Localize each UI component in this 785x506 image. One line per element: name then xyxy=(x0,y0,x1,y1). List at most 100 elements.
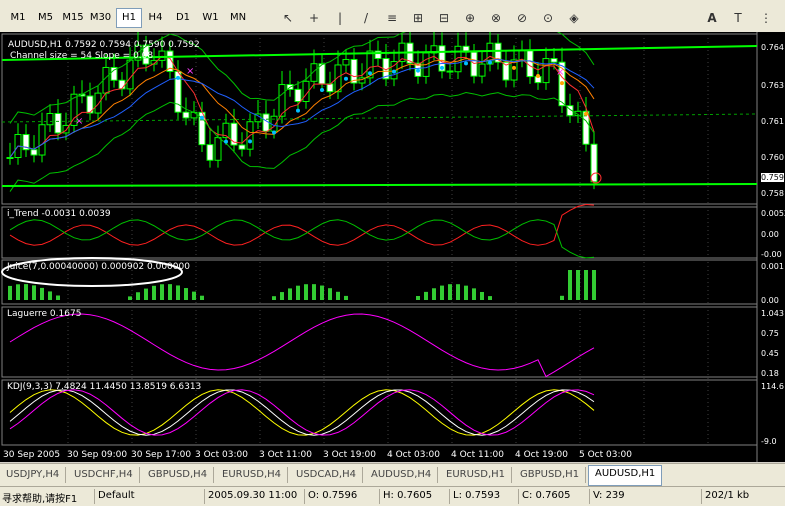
candle-body xyxy=(502,61,510,81)
chart-tab[interactable]: USDCAD,H4 xyxy=(290,467,363,483)
channel-line xyxy=(1,45,758,61)
chart-tab[interactable]: EURUSD,H1 xyxy=(440,467,513,483)
time-label: 30 Sep 09:00 xyxy=(67,450,128,460)
candle-body xyxy=(350,58,358,84)
juice-bar xyxy=(448,284,452,300)
candle-body xyxy=(190,111,198,119)
timeframe-button[interactable]: W1 xyxy=(202,12,219,23)
juice-bar xyxy=(128,296,132,300)
chart-tab[interactable]: USDCHF,H4 xyxy=(68,467,140,483)
candle-body xyxy=(478,63,486,77)
tool-button[interactable]: | xyxy=(337,11,343,25)
timeframe-button[interactable]: M5 xyxy=(38,12,53,23)
tool-button[interactable]: / xyxy=(363,11,369,25)
channel-line xyxy=(1,183,758,187)
signal-dot xyxy=(584,111,588,116)
status-separator xyxy=(701,489,702,504)
signal-dot xyxy=(296,108,300,113)
tool-button[interactable]: ↖ xyxy=(282,11,294,25)
juice-bar xyxy=(200,295,204,300)
text-tool-button[interactable]: A xyxy=(707,11,717,25)
more-tools-button[interactable]: ⋮ xyxy=(760,11,772,25)
signal-dot xyxy=(488,60,492,65)
juice-bar xyxy=(296,285,300,300)
chart-tab[interactable]: GBPUSD,H4 xyxy=(142,467,215,483)
juice-bar xyxy=(472,288,476,300)
signal-dot xyxy=(224,139,228,144)
status-separator xyxy=(379,489,380,504)
juice-bar xyxy=(152,285,156,300)
signal-dot xyxy=(368,71,372,76)
candle-body xyxy=(510,59,518,81)
status-help: 寻求帮助,请按F1 xyxy=(2,494,78,505)
panel-header: Juice(7,0.00040000) 0.000902 0.000000 xyxy=(7,262,190,272)
candle-body xyxy=(86,95,94,114)
tool-button[interactable]: ≡ xyxy=(386,11,398,25)
status-separator xyxy=(204,489,205,504)
panel-scale-label: 0.0052 xyxy=(761,209,785,218)
candle-body xyxy=(222,122,230,139)
status-high: H: 0.7605 xyxy=(383,490,433,501)
candle-body xyxy=(94,92,102,114)
signal-dot xyxy=(392,69,396,74)
status-bar: 寻求帮助,请按F1 Default 2005.09.30 11:00 O: 0.759… xyxy=(0,486,785,506)
juice-bar xyxy=(24,284,28,300)
candle-body xyxy=(542,58,550,84)
chart-tab[interactable]: AUDUSD,H1 xyxy=(588,465,663,486)
laguerre-line xyxy=(9,313,595,378)
candle-body xyxy=(166,50,174,72)
juice-bar xyxy=(32,285,36,300)
candle-body xyxy=(38,124,46,156)
kdj-line xyxy=(9,389,595,436)
candle-body xyxy=(294,88,302,103)
signal-dot xyxy=(416,68,420,73)
tool-button[interactable]: ⊗ xyxy=(490,11,502,25)
panel-scale-label: -9.0 xyxy=(761,437,777,446)
price-label: 0.763 xyxy=(761,81,784,90)
timeframe-button[interactable]: M30 xyxy=(89,12,112,23)
label-tool-button[interactable]: T xyxy=(734,11,742,25)
tool-button[interactable]: ⊘ xyxy=(516,11,528,25)
signal-dot xyxy=(176,75,180,80)
chart-tab[interactable]: AUDUSD,H4 xyxy=(365,467,439,483)
juice-bar xyxy=(336,291,340,300)
tool-button[interactable]: + xyxy=(308,11,320,25)
juice-bar xyxy=(480,291,484,300)
candle-body xyxy=(590,143,598,183)
status-separator xyxy=(94,489,95,504)
timeframe-button[interactable]: H1 xyxy=(116,8,142,28)
juice-bar xyxy=(488,296,492,300)
timeframe-button[interactable]: M1 xyxy=(10,12,26,23)
tool-button[interactable]: ⊙ xyxy=(542,11,554,25)
timeframe-button[interactable]: M15 xyxy=(62,12,84,23)
juice-bar xyxy=(144,288,148,300)
timeframe-button[interactable]: MN xyxy=(229,12,247,23)
juice-bar xyxy=(56,295,60,300)
candle-body xyxy=(30,149,38,156)
tool-button[interactable]: ⊕ xyxy=(464,11,476,25)
status-separator xyxy=(304,489,305,504)
juice-bar xyxy=(456,284,460,300)
timeframe-button[interactable]: D1 xyxy=(175,12,191,23)
juice-bar xyxy=(272,296,276,300)
tool-button[interactable]: ◈ xyxy=(569,11,579,25)
candle-body xyxy=(182,111,190,119)
panel-header: i_Trend -0.0031 0.0039 xyxy=(7,209,111,219)
tool-button[interactable]: ⊟ xyxy=(438,11,450,25)
timeframe-button[interactable]: H4 xyxy=(148,12,163,23)
juice-bar xyxy=(320,285,324,300)
highlight-oval xyxy=(1,257,183,287)
candle-body xyxy=(550,58,558,63)
toolbar: M1 M5 M15 M30 H1 H4 D1 W1 MN ↖ + | / ≡ ⊞ ⊟ ⊕ ⊗ ⊘ ⊙ ◈ A T ⋮ xyxy=(0,0,785,33)
time-label: 30 Sep 17:00 xyxy=(131,450,192,460)
juice-bar xyxy=(344,295,348,300)
tool-button[interactable]: ⊞ xyxy=(412,11,424,25)
marker: × xyxy=(75,116,83,127)
juice-bar xyxy=(584,270,588,300)
juice-bar xyxy=(328,288,332,300)
chart-tab[interactable]: USDJPY,H4 xyxy=(0,467,67,483)
juice-bar xyxy=(312,284,316,300)
chart-tab[interactable]: EURUSD,H4 xyxy=(216,467,289,483)
candle-body xyxy=(470,51,478,77)
chart-tab[interactable]: GBPUSD,H1 xyxy=(514,467,587,483)
